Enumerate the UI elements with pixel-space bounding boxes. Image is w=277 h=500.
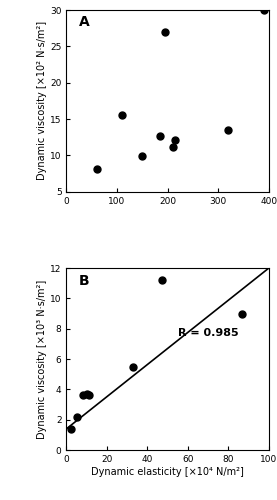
Point <box>173 136 177 144</box>
Point <box>94 164 99 172</box>
Point <box>140 152 145 160</box>
Text: B: B <box>79 274 89 287</box>
X-axis label: Dynamic elasticity [×10⁴ N/m²]: Dynamic elasticity [×10⁴ N/m²] <box>91 466 244 476</box>
Point <box>158 132 162 140</box>
Point <box>86 390 91 398</box>
Point <box>261 6 266 14</box>
Point <box>84 390 89 398</box>
Point <box>68 425 73 433</box>
Y-axis label: Dynamic viscosity [×10² N·s/m²]: Dynamic viscosity [×10² N·s/m²] <box>37 22 47 180</box>
Point <box>226 126 230 134</box>
Point <box>159 276 164 284</box>
Point <box>131 364 135 372</box>
Text: R = 0.985: R = 0.985 <box>178 328 238 338</box>
Point <box>74 412 79 420</box>
Point <box>120 112 124 120</box>
Text: A: A <box>79 16 89 30</box>
Y-axis label: Dynamic viscosity [×10³ N·s/m²]: Dynamic viscosity [×10³ N·s/m²] <box>37 280 47 438</box>
Point <box>80 392 85 400</box>
Point <box>240 310 245 318</box>
Point <box>163 28 167 36</box>
Point <box>170 142 175 150</box>
